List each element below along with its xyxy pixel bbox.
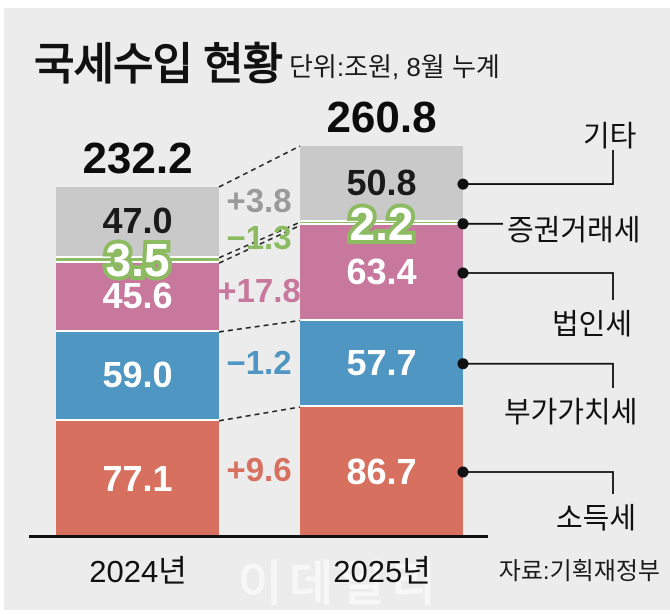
legend-label-소득세: 소득세 — [556, 503, 637, 535]
segment-value-label: 77.1 — [102, 457, 173, 499]
segment-value-label: 50.8 — [346, 162, 417, 204]
dashed-connector-2 — [218, 224, 301, 264]
callout-line-법인세 — [463, 272, 614, 300]
x-axis-line — [29, 535, 488, 538]
delta-label-부가가치세: −1.2 — [226, 344, 292, 381]
bar-segment-기타: 50.8 — [300, 146, 463, 223]
watermark-edaily: 이데일리 — [238, 558, 443, 611]
legend-label-기타: 기타 — [583, 121, 637, 153]
bar-segment-법인세: 45.6 — [56, 263, 219, 332]
chart-title: 국세수입 현황 — [34, 40, 283, 89]
chart-unit-note: 단위:조원, 8월 누계 — [289, 52, 500, 82]
dashed-connector-1 — [218, 221, 301, 259]
delta-label-법인세: +17.8 — [217, 272, 301, 309]
stacked-bar-2025년: 50.8 63.4 57.7 86.7 — [300, 146, 463, 537]
dashed-connector-4 — [218, 406, 301, 422]
bar-total-2024년: 232.2 — [82, 134, 193, 183]
bar-segment-증권거래세 — [56, 257, 219, 264]
dashed-connector-3 — [218, 319, 301, 333]
legend-label-부가가치세: 부가가치세 — [504, 397, 638, 429]
segment-value-label: 59.0 — [102, 354, 173, 396]
bar-total-2025년: 260.8 — [326, 93, 437, 142]
legend-label-증권거래세: 증권거래세 — [507, 215, 641, 247]
segment-value-label: 57.7 — [346, 341, 417, 383]
segment-value-label: 63.4 — [346, 250, 417, 292]
delta-label-소득세: +9.6 — [226, 451, 292, 488]
callout-dot-법인세 — [457, 267, 469, 279]
bar-segment-증권거래세 — [300, 222, 463, 226]
segment-value-label: 45.6 — [102, 275, 173, 317]
source-credit: 자료:기획재정부 — [498, 558, 660, 585]
delta-label-기타: +3.8 — [226, 182, 292, 219]
legend-label-법인세: 법인세 — [552, 309, 633, 341]
x-axis-label-2024: 2024년 — [89, 554, 187, 589]
bar-segment-소득세: 77.1 — [56, 420, 219, 537]
bar-segment-법인세: 63.4 — [300, 225, 463, 321]
callout-dot-기타 — [457, 178, 469, 190]
callout-line-기타 — [463, 150, 614, 185]
bar-segment-부가가치세: 59.0 — [56, 331, 219, 421]
x-axis-label-2025: 2025년 — [333, 554, 431, 589]
callout-line-부가가치세 — [463, 362, 614, 388]
dashed-connector-0 — [218, 145, 301, 188]
callout-line-소득세 — [463, 471, 614, 494]
bar-segment-소득세: 86.7 — [300, 407, 463, 537]
callout-dot-증권거래세 — [457, 218, 469, 230]
stacked-bar-2024년: 47.0 45.6 59.0 77.1 — [56, 187, 219, 537]
delta-label-증권거래세: −1.3 — [226, 219, 292, 256]
callout-dot-소득세 — [457, 466, 469, 478]
bar-segment-부가가치세: 57.7 — [300, 320, 463, 407]
bar-segment-기타: 47.0 — [56, 187, 219, 258]
segment-value-label: 86.7 — [346, 450, 417, 492]
segment-value-label: 47.0 — [102, 200, 173, 242]
callout-dot-부가가치세 — [457, 358, 469, 370]
